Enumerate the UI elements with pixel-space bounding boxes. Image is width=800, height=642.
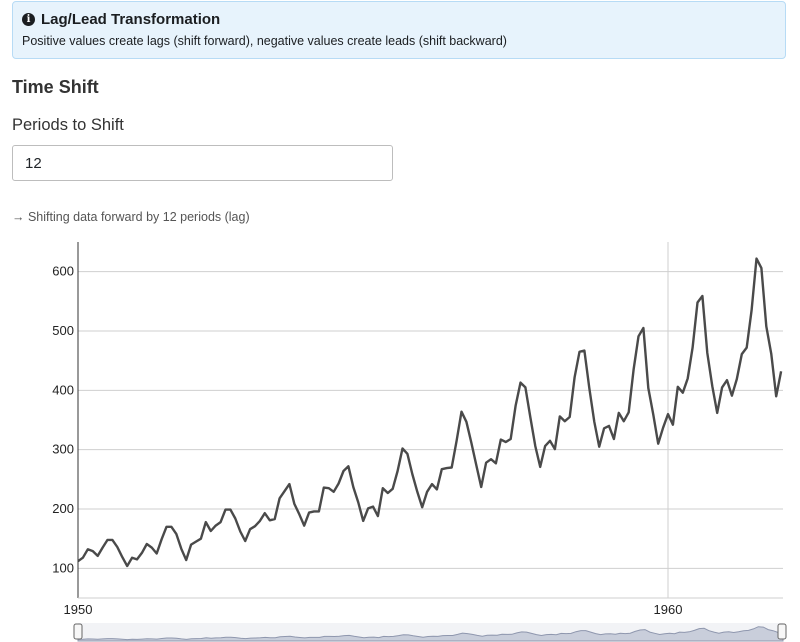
shift-hint: → Shifting data forward by 12 periods (l… bbox=[12, 210, 250, 224]
info-icon: i bbox=[22, 13, 35, 26]
navigator-left-handle[interactable] bbox=[73, 623, 83, 640]
y-tick-label-500: 500 bbox=[52, 323, 74, 338]
grid-layer bbox=[77, 242, 783, 599]
periods-input[interactable] bbox=[12, 145, 393, 181]
y-tick-label-600: 600 bbox=[52, 264, 74, 279]
x-tick-label-1950: 1950 bbox=[64, 602, 93, 617]
y-tick-label-300: 300 bbox=[52, 442, 74, 457]
section-title: Time Shift bbox=[12, 77, 99, 97]
info-alert: i Lag/Lead Transformation Positive value… bbox=[12, 1, 786, 59]
navigator[interactable] bbox=[73, 623, 787, 642]
navigator-series bbox=[77, 626, 784, 642]
series-line bbox=[77, 257, 783, 568]
alert-title: Lag/Lead Transformation bbox=[41, 11, 221, 28]
navigator-right-handle[interactable] bbox=[777, 623, 787, 640]
alert-header: i Lag/Lead Transformation bbox=[22, 11, 776, 28]
y-tick-label-400: 400 bbox=[52, 382, 74, 397]
alert-text: Positive values create lags (shift forwa… bbox=[22, 34, 507, 48]
y-tick-label-200: 200 bbox=[52, 501, 74, 516]
x-tick-label-1960: 1960 bbox=[654, 602, 683, 617]
time-series-chart: 100 200 300 400 500 600 1950 1960 bbox=[52, 242, 787, 642]
periods-label: Periods to Shift bbox=[12, 116, 124, 134]
y-tick-label-100: 100 bbox=[52, 560, 74, 575]
x-axis-labels: 1950 1960 bbox=[64, 602, 683, 617]
y-axis-labels: 100 200 300 400 500 600 bbox=[52, 264, 74, 576]
